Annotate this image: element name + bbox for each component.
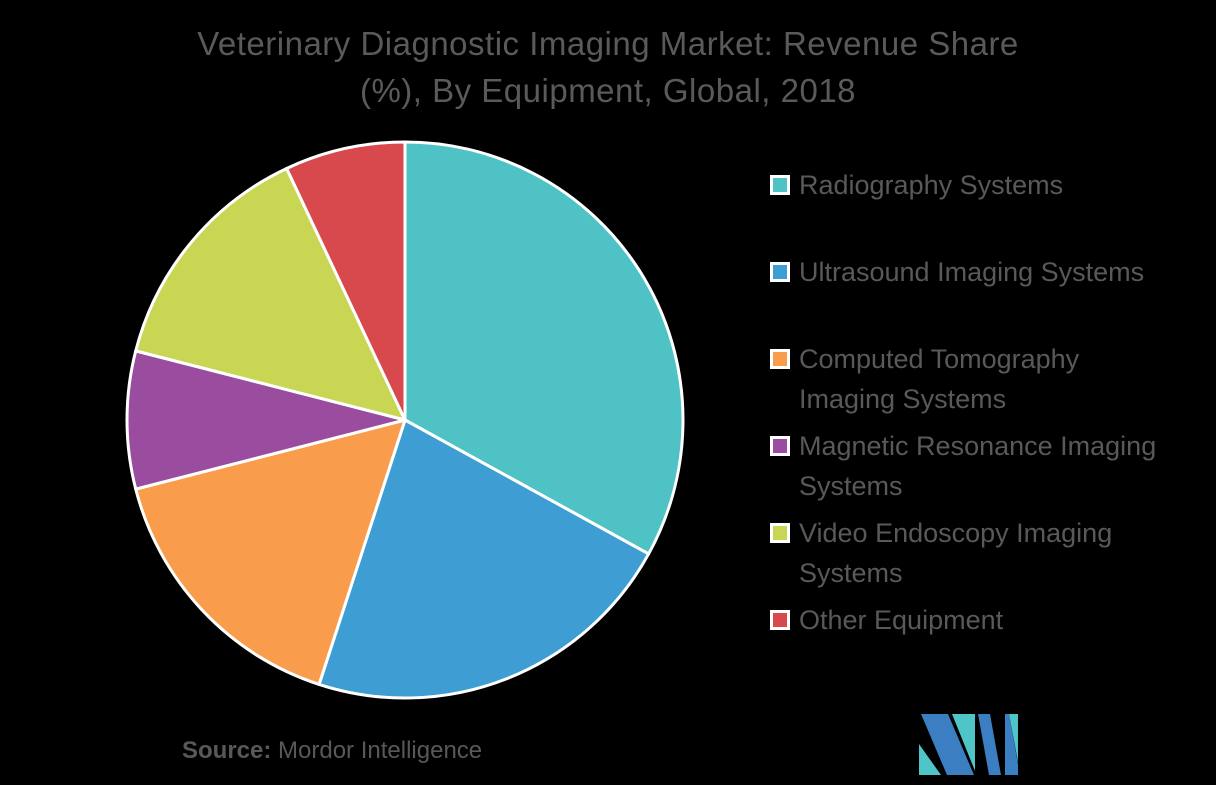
pie-slice-magnetic-resonance-imaging-systems [125,349,407,491]
pie-slice-video-endoscopy-imaging-systems [134,166,407,422]
pie-slice-ultrasound-imaging-systems [317,418,651,700]
legend-item-other-equipment: Other Equipment [770,600,1210,687]
legend-item-magnetic-resonance-imaging-systems: Magnetic Resonance Imaging Systems [770,426,1210,513]
legend-swatch-radiography-systems [770,175,790,195]
legend-swatch-video-endoscopy-imaging-systems [770,523,790,543]
legend-item-radiography-systems: Radiography Systems [770,165,1210,252]
source-label: Source: [182,737,272,764]
logo-shape-i-teal [1009,714,1018,762]
chart-title-line2: (%), By Equipment, Global, 2018 [359,72,857,109]
legend-label: Other Equipment [799,605,1004,635]
legend-swatch-ultrasound-imaging-systems [770,262,790,282]
legend-label: Computed Tomography Imaging Systems [799,344,1080,414]
legend-item-computed-tomography-imaging-systems: Computed Tomography Imaging Systems [770,339,1210,426]
legend-label: Ultrasound Imaging Systems [799,257,1145,287]
mordor-intelligence-logo [919,714,1018,775]
legend-swatch-computed-tomography-imaging-systems [770,349,790,369]
legend-label: Magnetic Resonance Imaging Systems [799,431,1157,501]
logo-shape-m-stroke-right [978,714,1001,775]
pie-slice-other-equipment [285,140,407,422]
pie-slice-radiography-systems [403,140,685,556]
source-note: Source: Mordor Intelligence [182,735,482,767]
logo-shape-i-blue [1005,714,1018,775]
logo-shape-m-foot [919,744,941,775]
legend-label: Radiography Systems [799,170,1064,200]
legend-swatch-magnetic-resonance-imaging-systems [770,436,790,456]
logo-shape-m-middle [952,714,975,771]
logo-shape-m-stroke-left [921,714,974,775]
legend-item-ultrasound-imaging-systems: Ultrasound Imaging Systems [770,252,1210,339]
legend: Radiography Systems Ultrasound Imaging S… [770,165,1210,687]
legend-label: Video Endoscopy Imaging Systems [799,518,1113,588]
source-text: Mordor Intelligence [278,737,483,764]
chart-title: Veterinary Diagnostic Imaging Market: Re… [0,20,1216,114]
pie-slice-computed-tomography-imaging-systems [134,418,407,686]
legend-swatch-other-equipment [770,610,790,630]
chart-title-line1: Veterinary Diagnostic Imaging Market: Re… [197,25,1019,62]
legend-item-video-endoscopy-imaging-systems: Video Endoscopy Imaging Systems [770,513,1210,600]
